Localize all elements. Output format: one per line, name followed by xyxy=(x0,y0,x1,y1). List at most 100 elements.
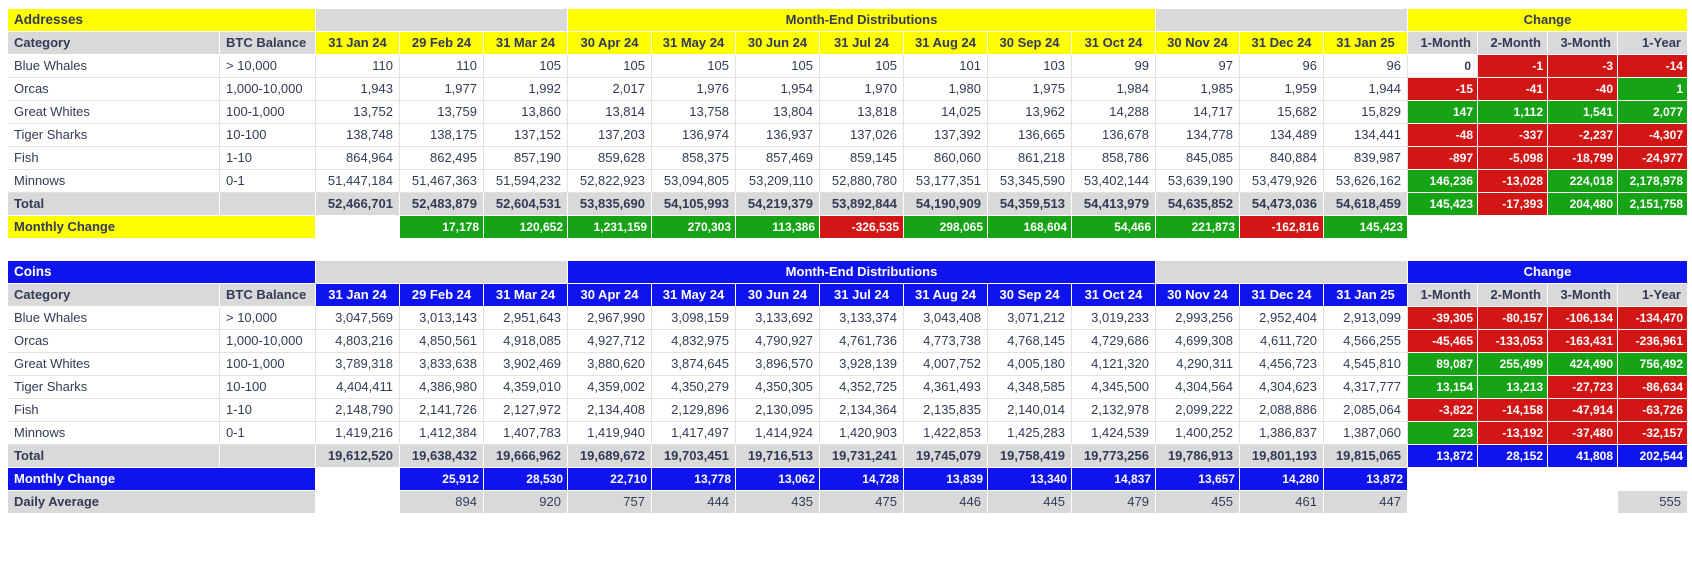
daily-average-label: Daily Average xyxy=(8,491,316,514)
total-value-cell: 54,473,036 xyxy=(1240,193,1324,216)
change-cell: -45,465 xyxy=(1408,330,1478,353)
month-header: 30 Nov 24 xyxy=(1156,284,1240,307)
distributions-band-label: Month-End Distributions xyxy=(568,9,1156,32)
value-cell: 1,943 xyxy=(316,78,400,101)
value-cell: 3,013,143 xyxy=(400,307,484,330)
month-header: 30 Nov 24 xyxy=(1156,32,1240,55)
empty-cell xyxy=(1548,491,1618,514)
month-header: 31 Dec 24 xyxy=(1240,284,1324,307)
value-cell: 4,761,736 xyxy=(820,330,904,353)
value-cell: 2,135,835 xyxy=(904,399,988,422)
category-cell: Fish xyxy=(8,399,220,422)
month-header: 31 Jul 24 xyxy=(820,284,904,307)
value-cell: 3,019,233 xyxy=(1072,307,1156,330)
value-cell: 839,987 xyxy=(1324,147,1408,170)
value-cell: 2,967,990 xyxy=(568,307,652,330)
change-header: 1-Year xyxy=(1618,284,1688,307)
value-cell: 857,469 xyxy=(736,147,820,170)
value-cell: 2,913,099 xyxy=(1324,307,1408,330)
value-cell: 4,918,085 xyxy=(484,330,568,353)
value-cell: 4,566,255 xyxy=(1324,330,1408,353)
category-cell: Orcas xyxy=(8,78,220,101)
total-value-cell: 54,105,993 xyxy=(652,193,736,216)
table-gap xyxy=(8,239,1692,261)
value-cell: 1,419,940 xyxy=(568,422,652,445)
monthly-change-cell: 14,728 xyxy=(820,468,904,491)
value-cell: 4,290,311 xyxy=(1156,353,1240,376)
monthly-change-cell: 168,604 xyxy=(988,216,1072,239)
change-cell: 13,154 xyxy=(1408,376,1478,399)
value-cell: 53,094,805 xyxy=(652,170,736,193)
value-cell: 3,047,569 xyxy=(316,307,400,330)
btc-balance-cell: 1,000-10,000 xyxy=(220,330,316,353)
value-cell: 1,980 xyxy=(904,78,988,101)
change-cell: -32,157 xyxy=(1618,422,1688,445)
monthly-change-cell: 13,839 xyxy=(904,468,988,491)
total-balance-cell xyxy=(220,445,316,468)
month-header: 31 Oct 24 xyxy=(1072,284,1156,307)
value-cell: 99 xyxy=(1072,55,1156,78)
value-cell: 2,134,408 xyxy=(568,399,652,422)
value-cell: 137,152 xyxy=(484,124,568,147)
value-cell: 105 xyxy=(484,55,568,78)
value-cell: 3,902,469 xyxy=(484,353,568,376)
value-cell: 3,133,374 xyxy=(820,307,904,330)
value-cell: 4,545,810 xyxy=(1324,353,1408,376)
value-cell: 14,288 xyxy=(1072,101,1156,124)
value-cell: 1,424,539 xyxy=(1072,422,1156,445)
value-cell: 1,944 xyxy=(1324,78,1408,101)
change-cell: 147 xyxy=(1408,101,1478,124)
empty-cell xyxy=(1618,216,1688,239)
blank-cell xyxy=(316,216,400,239)
btc-balance-cell: > 10,000 xyxy=(220,55,316,78)
monthly-change-cell: 14,280 xyxy=(1240,468,1324,491)
change-header: 1-Month xyxy=(1408,284,1478,307)
blank-cell xyxy=(316,491,400,514)
total-value-cell: 19,786,913 xyxy=(1156,445,1240,468)
value-cell: 859,145 xyxy=(820,147,904,170)
total-value-cell: 54,219,379 xyxy=(736,193,820,216)
total-change-cell: 28,152 xyxy=(1478,445,1548,468)
total-value-cell: 19,773,256 xyxy=(1072,445,1156,468)
addresses-table: Addresses Month-End Distributions Change Ca… xyxy=(8,9,1688,239)
value-cell: 52,880,780 xyxy=(820,170,904,193)
total-value-cell: 19,666,962 xyxy=(484,445,568,468)
value-cell: 1,419,216 xyxy=(316,422,400,445)
empty-cell xyxy=(1618,468,1688,491)
total-value-cell: 19,716,513 xyxy=(736,445,820,468)
value-cell: 53,209,110 xyxy=(736,170,820,193)
change-header: 1-Year xyxy=(1618,32,1688,55)
total-value-cell: 52,483,879 xyxy=(400,193,484,216)
value-cell: 857,190 xyxy=(484,147,568,170)
change-cell: 89,087 xyxy=(1408,353,1478,376)
monthly-change-label: Monthly Change xyxy=(8,216,316,239)
change-cell: -14 xyxy=(1618,55,1688,78)
change-cell: -337 xyxy=(1478,124,1548,147)
value-cell: 4,790,927 xyxy=(736,330,820,353)
change-cell: 2,178,978 xyxy=(1618,170,1688,193)
month-header: 31 May 24 xyxy=(652,32,736,55)
monthly-change-cell: 145,423 xyxy=(1324,216,1408,239)
total-label: Total xyxy=(8,193,220,216)
band-spacer xyxy=(1156,261,1408,284)
value-cell: 138,175 xyxy=(400,124,484,147)
value-cell: 845,085 xyxy=(1156,147,1240,170)
monthly-change-cell: 13,340 xyxy=(988,468,1072,491)
value-cell: 1,420,903 xyxy=(820,422,904,445)
value-cell: 105 xyxy=(820,55,904,78)
value-cell: 2,085,064 xyxy=(1324,399,1408,422)
value-cell: 4,386,980 xyxy=(400,376,484,399)
month-header: 31 Mar 24 xyxy=(484,32,568,55)
change-cell: -897 xyxy=(1408,147,1478,170)
value-cell: 840,884 xyxy=(1240,147,1324,170)
monthly-change-cell: 22,710 xyxy=(568,468,652,491)
month-header: 31 Mar 24 xyxy=(484,284,568,307)
value-cell: 3,789,318 xyxy=(316,353,400,376)
value-cell: 2,993,256 xyxy=(1156,307,1240,330)
value-cell: 2,099,222 xyxy=(1156,399,1240,422)
month-header: 31 Oct 24 xyxy=(1072,32,1156,55)
value-cell: 13,758 xyxy=(652,101,736,124)
value-cell: 3,896,570 xyxy=(736,353,820,376)
btc-balance-cell: 10-100 xyxy=(220,376,316,399)
value-cell: 53,639,190 xyxy=(1156,170,1240,193)
